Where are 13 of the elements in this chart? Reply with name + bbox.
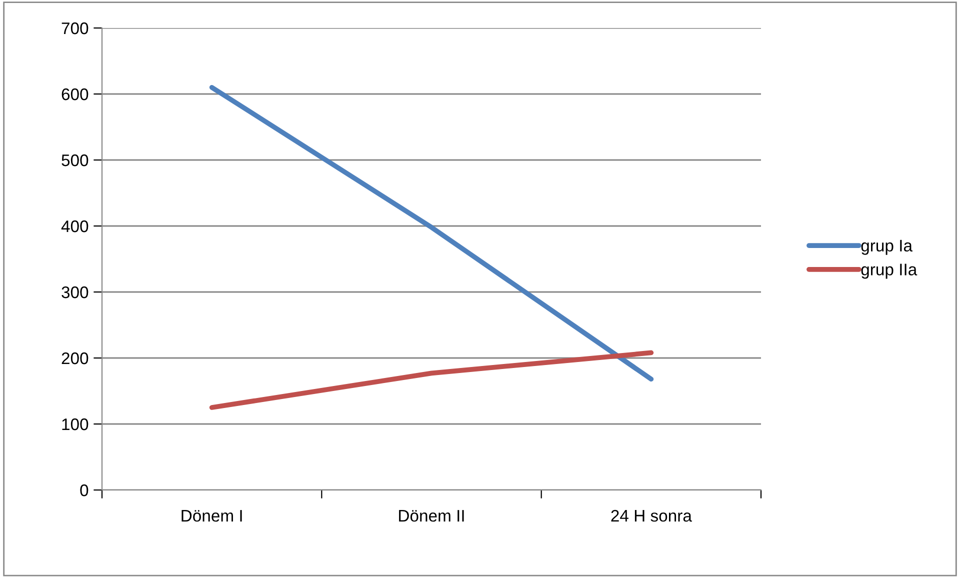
y-tick-label: 600 — [62, 88, 88, 100]
y-tick-label: 0 — [80, 484, 88, 496]
y-tick-label: 100 — [62, 418, 88, 430]
legend-label: grup IIa — [861, 264, 918, 279]
y-tick-label: 200 — [62, 352, 88, 364]
x-tick-label: Dönem II — [399, 510, 464, 522]
y-tick-label: 500 — [62, 154, 88, 166]
x-tick-label: 24 H sonra — [611, 510, 692, 522]
y-tick-label: 700 — [62, 22, 88, 34]
y-tick-label: 400 — [61, 220, 88, 232]
x-tick-label: Dönem I — [182, 510, 242, 522]
legend-label: grup Ia — [861, 240, 913, 255]
y-tick-label: 300 — [62, 286, 88, 298]
